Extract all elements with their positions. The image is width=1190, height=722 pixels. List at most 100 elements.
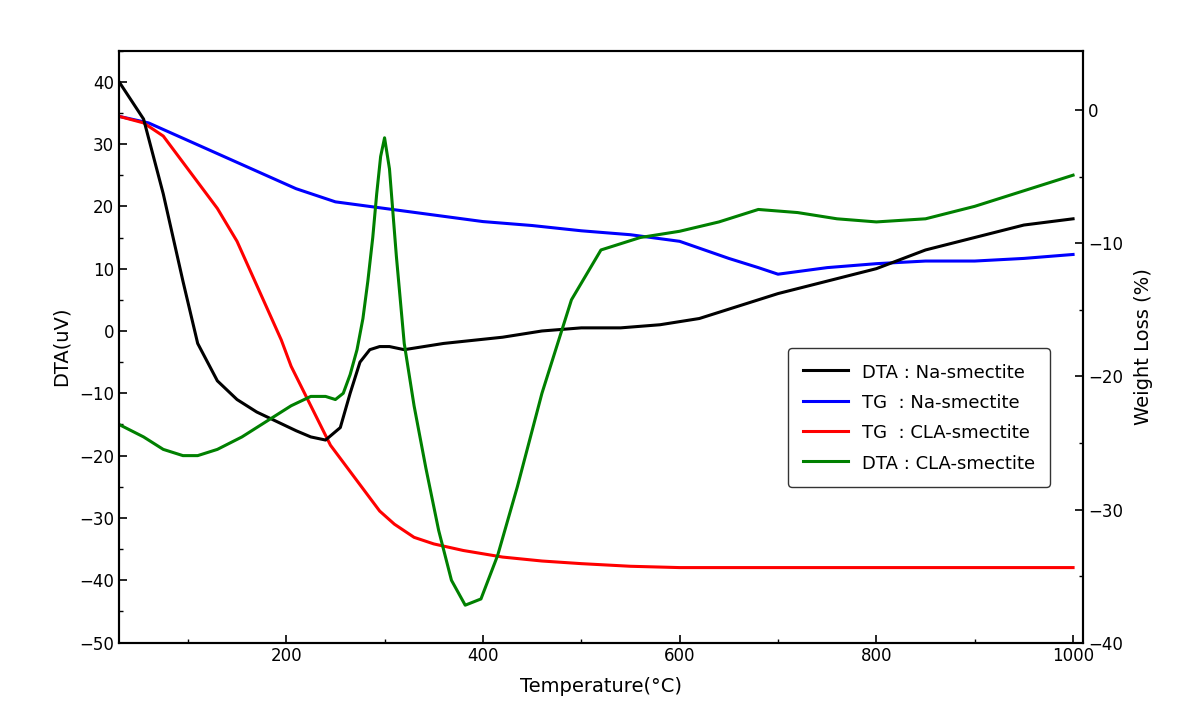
DTA : Na-smectite: (750, 8): Na-smectite: (750, 8) bbox=[820, 277, 834, 285]
DTA : CLA-smectite: (320, -2): CLA-smectite: (320, -2) bbox=[397, 339, 412, 348]
DTA : Na-smectite: (420, -1): Na-smectite: (420, -1) bbox=[495, 333, 509, 342]
Line: DTA : Na-smectite: DTA : Na-smectite bbox=[119, 82, 1073, 440]
TG  : Na-smectite: (150, 27.1): Na-smectite: (150, 27.1) bbox=[230, 158, 244, 167]
DTA : Na-smectite: (660, 4): Na-smectite: (660, 4) bbox=[732, 302, 746, 310]
TG  : Na-smectite: (720, 9.53): Na-smectite: (720, 9.53) bbox=[790, 267, 804, 276]
DTA : Na-smectite: (800, 10): Na-smectite: (800, 10) bbox=[869, 264, 883, 273]
TG  : Na-smectite: (30, 34.4): Na-smectite: (30, 34.4) bbox=[112, 112, 126, 121]
DTA : CLA-smectite: (55, -17): CLA-smectite: (55, -17) bbox=[137, 432, 151, 441]
TG  : CLA-smectite: (330, -33.1): CLA-smectite: (330, -33.1) bbox=[407, 533, 421, 542]
DTA : Na-smectite: (390, -1.5): Na-smectite: (390, -1.5) bbox=[466, 336, 481, 344]
TG  : CLA-smectite: (750, -38): CLA-smectite: (750, -38) bbox=[820, 563, 834, 572]
TG  : CLA-smectite: (235, -15.2): CLA-smectite: (235, -15.2) bbox=[313, 421, 327, 430]
DTA : CLA-smectite: (398, -43): CLA-smectite: (398, -43) bbox=[474, 595, 488, 604]
DTA : Na-smectite: (285, -3): Na-smectite: (285, -3) bbox=[363, 345, 377, 354]
X-axis label: Temperature(°C): Temperature(°C) bbox=[520, 677, 682, 695]
DTA : CLA-smectite: (292, 22): CLA-smectite: (292, 22) bbox=[370, 190, 384, 199]
TG  : CLA-smectite: (420, -36.3): CLA-smectite: (420, -36.3) bbox=[495, 553, 509, 562]
TG  : CLA-smectite: (950, -38): CLA-smectite: (950, -38) bbox=[1016, 563, 1031, 572]
DTA : Na-smectite: (540, 0.5): Na-smectite: (540, 0.5) bbox=[614, 323, 628, 332]
DTA : Na-smectite: (265, -10): Na-smectite: (265, -10) bbox=[343, 389, 357, 398]
DTA : CLA-smectite: (95, -20): CLA-smectite: (95, -20) bbox=[176, 451, 190, 460]
DTA : CLA-smectite: (288, 15): CLA-smectite: (288, 15) bbox=[365, 233, 380, 242]
TG  : CLA-smectite: (255, -20.4): CLA-smectite: (255, -20.4) bbox=[333, 454, 347, 463]
TG  : CLA-smectite: (110, 23.9): CLA-smectite: (110, 23.9) bbox=[190, 178, 205, 186]
DTA : Na-smectite: (150, -11): Na-smectite: (150, -11) bbox=[230, 395, 244, 404]
DTA : Na-smectite: (110, -2): Na-smectite: (110, -2) bbox=[190, 339, 205, 348]
TG  : CLA-smectite: (295, -28.9): CLA-smectite: (295, -28.9) bbox=[372, 507, 387, 516]
TG  : Na-smectite: (500, 16.1): Na-smectite: (500, 16.1) bbox=[574, 227, 588, 235]
Y-axis label: DTA(uV): DTA(uV) bbox=[52, 307, 71, 386]
TG  : CLA-smectite: (350, -34.2): CLA-smectite: (350, -34.2) bbox=[426, 539, 440, 548]
TG  : CLA-smectite: (460, -36.9): CLA-smectite: (460, -36.9) bbox=[534, 557, 549, 565]
DTA : Na-smectite: (305, -2.5): Na-smectite: (305, -2.5) bbox=[382, 342, 396, 351]
DTA : CLA-smectite: (460, -10): CLA-smectite: (460, -10) bbox=[534, 389, 549, 398]
TG  : Na-smectite: (350, 18.6): Na-smectite: (350, 18.6) bbox=[426, 211, 440, 219]
TG  : CLA-smectite: (500, -37.3): CLA-smectite: (500, -37.3) bbox=[574, 560, 588, 568]
TG  : CLA-smectite: (55, 33.4): CLA-smectite: (55, 33.4) bbox=[137, 118, 151, 127]
DTA : Na-smectite: (255, -15.5): Na-smectite: (255, -15.5) bbox=[333, 423, 347, 432]
TG  : CLA-smectite: (75, 31.3): CLA-smectite: (75, 31.3) bbox=[156, 131, 170, 140]
DTA : CLA-smectite: (355, -32): CLA-smectite: (355, -32) bbox=[432, 526, 446, 535]
DTA : Na-smectite: (700, 6): Na-smectite: (700, 6) bbox=[771, 290, 785, 298]
DTA : CLA-smectite: (800, 17.5): CLA-smectite: (800, 17.5) bbox=[869, 217, 883, 226]
TG  : CLA-smectite: (850, -38): CLA-smectite: (850, -38) bbox=[919, 563, 933, 572]
DTA : CLA-smectite: (30, -15): CLA-smectite: (30, -15) bbox=[112, 420, 126, 429]
TG  : CLA-smectite: (165, 9.11): CLA-smectite: (165, 9.11) bbox=[245, 270, 259, 279]
DTA : CLA-smectite: (330, -12): CLA-smectite: (330, -12) bbox=[407, 401, 421, 410]
DTA : CLA-smectite: (265, -7): CLA-smectite: (265, -7) bbox=[343, 370, 357, 379]
DTA : CLA-smectite: (368, -40): CLA-smectite: (368, -40) bbox=[444, 576, 458, 585]
DTA : Na-smectite: (190, -14.5): Na-smectite: (190, -14.5) bbox=[269, 417, 283, 426]
TG  : Na-smectite: (120, 29.2): Na-smectite: (120, 29.2) bbox=[200, 145, 214, 154]
TG  : CLA-smectite: (650, -38): CLA-smectite: (650, -38) bbox=[721, 563, 735, 572]
DTA : Na-smectite: (225, -17): Na-smectite: (225, -17) bbox=[303, 432, 318, 441]
TG  : Na-smectite: (700, 9.11): Na-smectite: (700, 9.11) bbox=[771, 270, 785, 279]
DTA : CLA-smectite: (490, 5): CLA-smectite: (490, 5) bbox=[564, 295, 578, 304]
DTA : CLA-smectite: (560, 15): CLA-smectite: (560, 15) bbox=[633, 233, 647, 242]
TG  : Na-smectite: (550, 15.4): Na-smectite: (550, 15.4) bbox=[624, 230, 638, 239]
Legend: DTA : Na-smectite, TG  : Na-smectite, TG  : CLA-smectite, DTA : CLA-smectite: DTA : Na-smectite, TG : Na-smectite, TG … bbox=[788, 348, 1050, 487]
DTA : CLA-smectite: (900, 20): CLA-smectite: (900, 20) bbox=[967, 202, 982, 211]
TG  : CLA-smectite: (95, 27.1): CLA-smectite: (95, 27.1) bbox=[176, 158, 190, 167]
TG  : Na-smectite: (1e+03, 12.3): Na-smectite: (1e+03, 12.3) bbox=[1066, 250, 1081, 258]
DTA : Na-smectite: (170, -13): Na-smectite: (170, -13) bbox=[250, 408, 264, 417]
DTA : CLA-smectite: (720, 19): CLA-smectite: (720, 19) bbox=[790, 208, 804, 217]
TG  : Na-smectite: (60, 33.4): Na-smectite: (60, 33.4) bbox=[142, 118, 156, 127]
DTA : CLA-smectite: (272, -3): CLA-smectite: (272, -3) bbox=[350, 345, 364, 354]
TG  : Na-smectite: (250, 20.7): Na-smectite: (250, 20.7) bbox=[328, 198, 343, 206]
DTA : CLA-smectite: (240, -10.5): CLA-smectite: (240, -10.5) bbox=[319, 392, 333, 401]
DTA : CLA-smectite: (258, -10): CLA-smectite: (258, -10) bbox=[336, 389, 350, 398]
DTA : Na-smectite: (75, 22): Na-smectite: (75, 22) bbox=[156, 190, 170, 199]
DTA : Na-smectite: (950, 17): Na-smectite: (950, 17) bbox=[1016, 221, 1031, 230]
DTA : CLA-smectite: (640, 17.5): CLA-smectite: (640, 17.5) bbox=[712, 217, 726, 226]
DTA : Na-smectite: (500, 0.5): Na-smectite: (500, 0.5) bbox=[574, 323, 588, 332]
TG  : Na-smectite: (750, 10.2): Na-smectite: (750, 10.2) bbox=[820, 264, 834, 272]
TG  : Na-smectite: (900, 11.2): Na-smectite: (900, 11.2) bbox=[967, 257, 982, 266]
TG  : Na-smectite: (650, 11.6): Na-smectite: (650, 11.6) bbox=[721, 254, 735, 263]
DTA : CLA-smectite: (155, -17): CLA-smectite: (155, -17) bbox=[234, 432, 249, 441]
TG  : CLA-smectite: (700, -38): CLA-smectite: (700, -38) bbox=[771, 563, 785, 572]
DTA : Na-smectite: (275, -5): Na-smectite: (275, -5) bbox=[353, 358, 368, 367]
DTA : Na-smectite: (620, 2): Na-smectite: (620, 2) bbox=[693, 314, 707, 323]
TG  : CLA-smectite: (1e+03, -38): CLA-smectite: (1e+03, -38) bbox=[1066, 563, 1081, 572]
TG  : CLA-smectite: (380, -35.2): CLA-smectite: (380, -35.2) bbox=[456, 546, 470, 554]
DTA : CLA-smectite: (278, 2): CLA-smectite: (278, 2) bbox=[356, 314, 370, 323]
TG  : Na-smectite: (850, 11.2): Na-smectite: (850, 11.2) bbox=[919, 257, 933, 266]
TG  : CLA-smectite: (195, -1.44): CLA-smectite: (195, -1.44) bbox=[274, 336, 288, 344]
TG  : Na-smectite: (210, 22.8): Na-smectite: (210, 22.8) bbox=[289, 184, 303, 193]
DTA : CLA-smectite: (435, -25): CLA-smectite: (435, -25) bbox=[511, 482, 525, 491]
DTA : Na-smectite: (295, -2.5): Na-smectite: (295, -2.5) bbox=[372, 342, 387, 351]
DTA : Na-smectite: (240, -17.5): Na-smectite: (240, -17.5) bbox=[319, 435, 333, 444]
DTA : CLA-smectite: (296, 28): CLA-smectite: (296, 28) bbox=[374, 152, 388, 161]
TG  : Na-smectite: (300, 19.7): Na-smectite: (300, 19.7) bbox=[377, 204, 392, 213]
DTA : CLA-smectite: (205, -12): CLA-smectite: (205, -12) bbox=[284, 401, 299, 410]
DTA : Na-smectite: (460, 0): Na-smectite: (460, 0) bbox=[534, 326, 549, 335]
TG  : CLA-smectite: (680, -38): CLA-smectite: (680, -38) bbox=[751, 563, 765, 572]
TG  : Na-smectite: (400, 17.6): Na-smectite: (400, 17.6) bbox=[476, 217, 490, 226]
TG  : CLA-smectite: (310, -31): CLA-smectite: (310, -31) bbox=[387, 520, 401, 529]
DTA : Na-smectite: (95, 8): Na-smectite: (95, 8) bbox=[176, 277, 190, 285]
DTA : CLA-smectite: (305, 26): CLA-smectite: (305, 26) bbox=[382, 165, 396, 173]
TG  : CLA-smectite: (215, -8.83): CLA-smectite: (215, -8.83) bbox=[294, 382, 308, 391]
DTA : CLA-smectite: (382, -44): CLA-smectite: (382, -44) bbox=[458, 601, 472, 609]
DTA : CLA-smectite: (950, 22.5): CLA-smectite: (950, 22.5) bbox=[1016, 186, 1031, 195]
